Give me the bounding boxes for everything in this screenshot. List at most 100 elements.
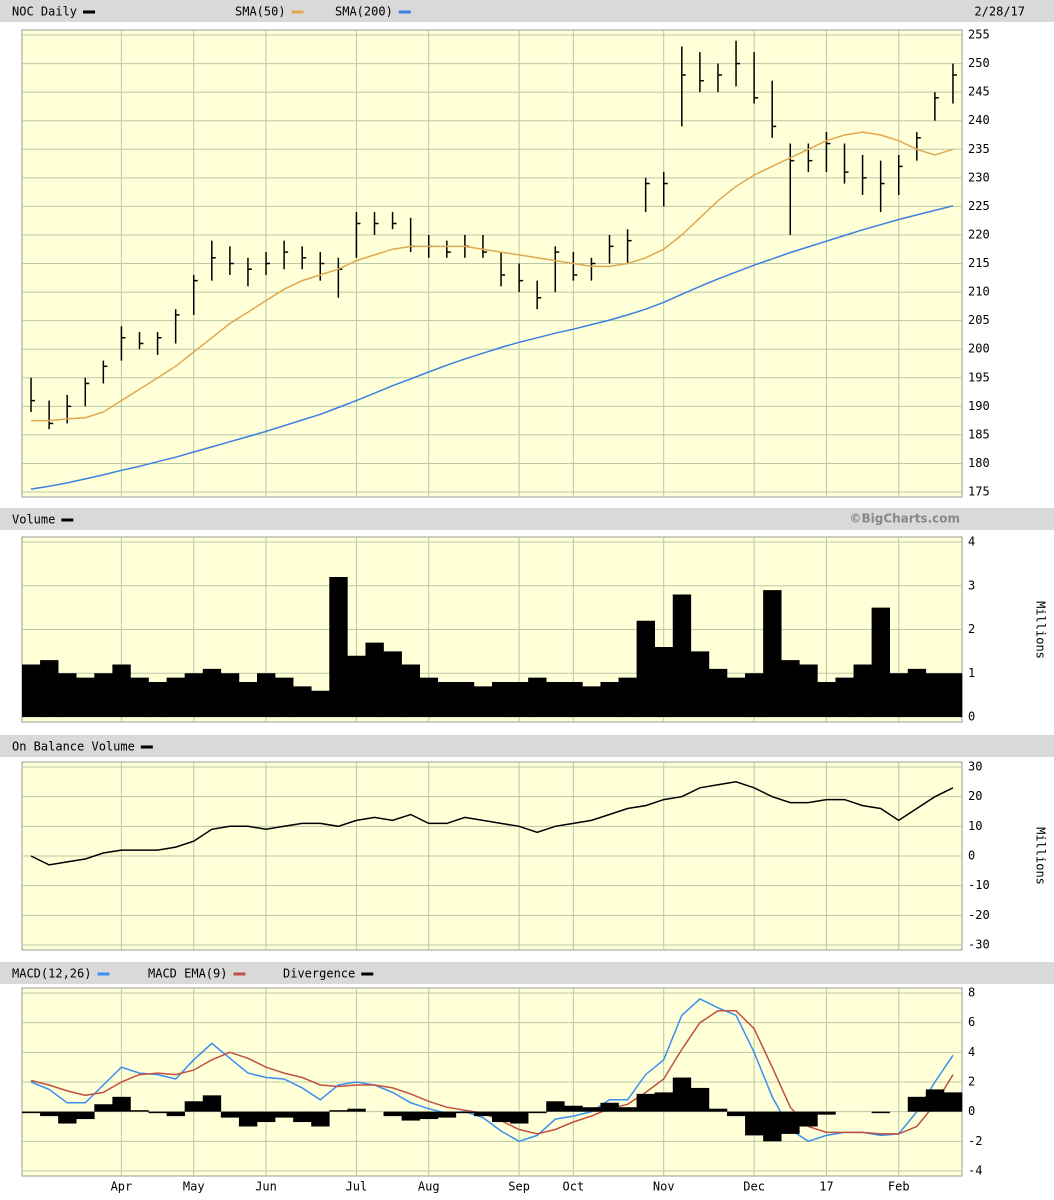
bar (293, 1111, 312, 1123)
x-tick-label: Dec (743, 1180, 765, 1194)
x-tick-label: Oct (563, 1180, 585, 1194)
y-tick-label: 30 (968, 760, 982, 774)
x-tick-label: Aug (418, 1180, 440, 1194)
y-tick-label: 185 (968, 427, 990, 441)
y-tick-label: 2 (968, 1075, 975, 1089)
legend-label: MACD EMA(9) (148, 967, 227, 981)
bar (311, 690, 330, 717)
bar (184, 1101, 204, 1112)
y-tick-label: 175 (968, 485, 990, 499)
bar (582, 686, 601, 717)
y-tick-label: 10 (968, 819, 982, 833)
y-tick-label: -30 (968, 938, 990, 952)
bar (455, 1111, 475, 1114)
legend-label: Divergence (283, 967, 355, 981)
legend-label: MACD(12,26) (12, 967, 91, 981)
legend-label: SMA(50) (235, 5, 286, 19)
bar (907, 1096, 927, 1112)
y-tick-label: 235 (968, 142, 990, 156)
bar (76, 1111, 95, 1120)
bar (636, 1093, 655, 1112)
bar (528, 677, 547, 717)
header-bar (0, 0, 1054, 22)
bar (112, 664, 131, 717)
y-tick-label: 3 (968, 578, 975, 592)
y-tick-label: 2 (968, 622, 975, 636)
x-tick-label: Nov (653, 1180, 675, 1194)
bar (347, 1108, 366, 1112)
series-line (30, 998, 954, 1143)
y-tick-label: 230 (968, 170, 990, 184)
bar (166, 1111, 185, 1117)
bar (329, 577, 348, 717)
bar (401, 664, 420, 717)
bar (564, 1105, 583, 1112)
bar (853, 664, 872, 717)
bar (546, 1101, 565, 1112)
y-tick-label: -10 (968, 878, 990, 892)
y-tick-label: 220 (968, 227, 990, 241)
bar (654, 1092, 674, 1112)
y-tick-label: 240 (968, 113, 990, 127)
bar (871, 1111, 890, 1114)
bar (238, 682, 258, 717)
bar (347, 655, 366, 717)
bar (58, 1111, 77, 1124)
bar (112, 1096, 131, 1112)
header-bar (0, 508, 1054, 530)
bar (455, 682, 475, 717)
y-tick-label: 190 (968, 399, 990, 413)
y-tick-label: 4 (968, 1045, 975, 1059)
bar (184, 673, 204, 717)
bar (293, 686, 312, 717)
y-tick-label: 4 (968, 535, 975, 549)
x-tick-label: Apr (111, 1180, 133, 1194)
x-tick-label: May (183, 1180, 205, 1194)
bar (94, 1104, 113, 1112)
bar (130, 677, 149, 717)
y-tick-label: 245 (968, 85, 990, 99)
y-tick-label: -4 (968, 1164, 982, 1178)
bar (781, 1111, 800, 1134)
bar (763, 1111, 782, 1142)
bar (907, 668, 927, 717)
header-bar (0, 735, 1054, 757)
y-tick-label: 250 (968, 56, 990, 70)
date: 2/28/17 (974, 5, 1025, 19)
bar (564, 682, 583, 717)
x-tick-label: Feb (888, 1180, 910, 1194)
bar (40, 1111, 59, 1117)
bar (943, 673, 963, 717)
bar (925, 673, 945, 717)
bar (383, 1111, 402, 1117)
y-tick-label: 20 (968, 789, 982, 803)
bar (672, 1077, 692, 1112)
bar (600, 1102, 619, 1112)
bar (202, 1095, 222, 1112)
y-tick-label: 200 (968, 342, 990, 356)
bar (419, 677, 439, 717)
bar (220, 673, 240, 717)
bar (745, 1111, 764, 1136)
bar (492, 682, 511, 717)
bar (437, 1111, 457, 1118)
bar (528, 1111, 547, 1114)
bar (799, 1111, 818, 1127)
bar (745, 673, 764, 717)
bar (636, 620, 655, 717)
legend-label: On Balance Volume (12, 740, 135, 754)
bar (220, 1111, 240, 1118)
y-tick-label: 0 (968, 849, 975, 863)
bar (148, 1111, 167, 1114)
bar (654, 647, 674, 717)
source: ©BigCharts.com (849, 512, 960, 526)
x-tick-label: Sep (508, 1180, 530, 1194)
unit-label: Millions (1034, 601, 1048, 659)
bar (510, 1111, 529, 1124)
bar (690, 1087, 710, 1112)
bar (781, 660, 800, 717)
bar (257, 1111, 276, 1123)
bar (383, 651, 402, 717)
bar (708, 668, 728, 717)
y-tick-label: 205 (968, 313, 990, 327)
